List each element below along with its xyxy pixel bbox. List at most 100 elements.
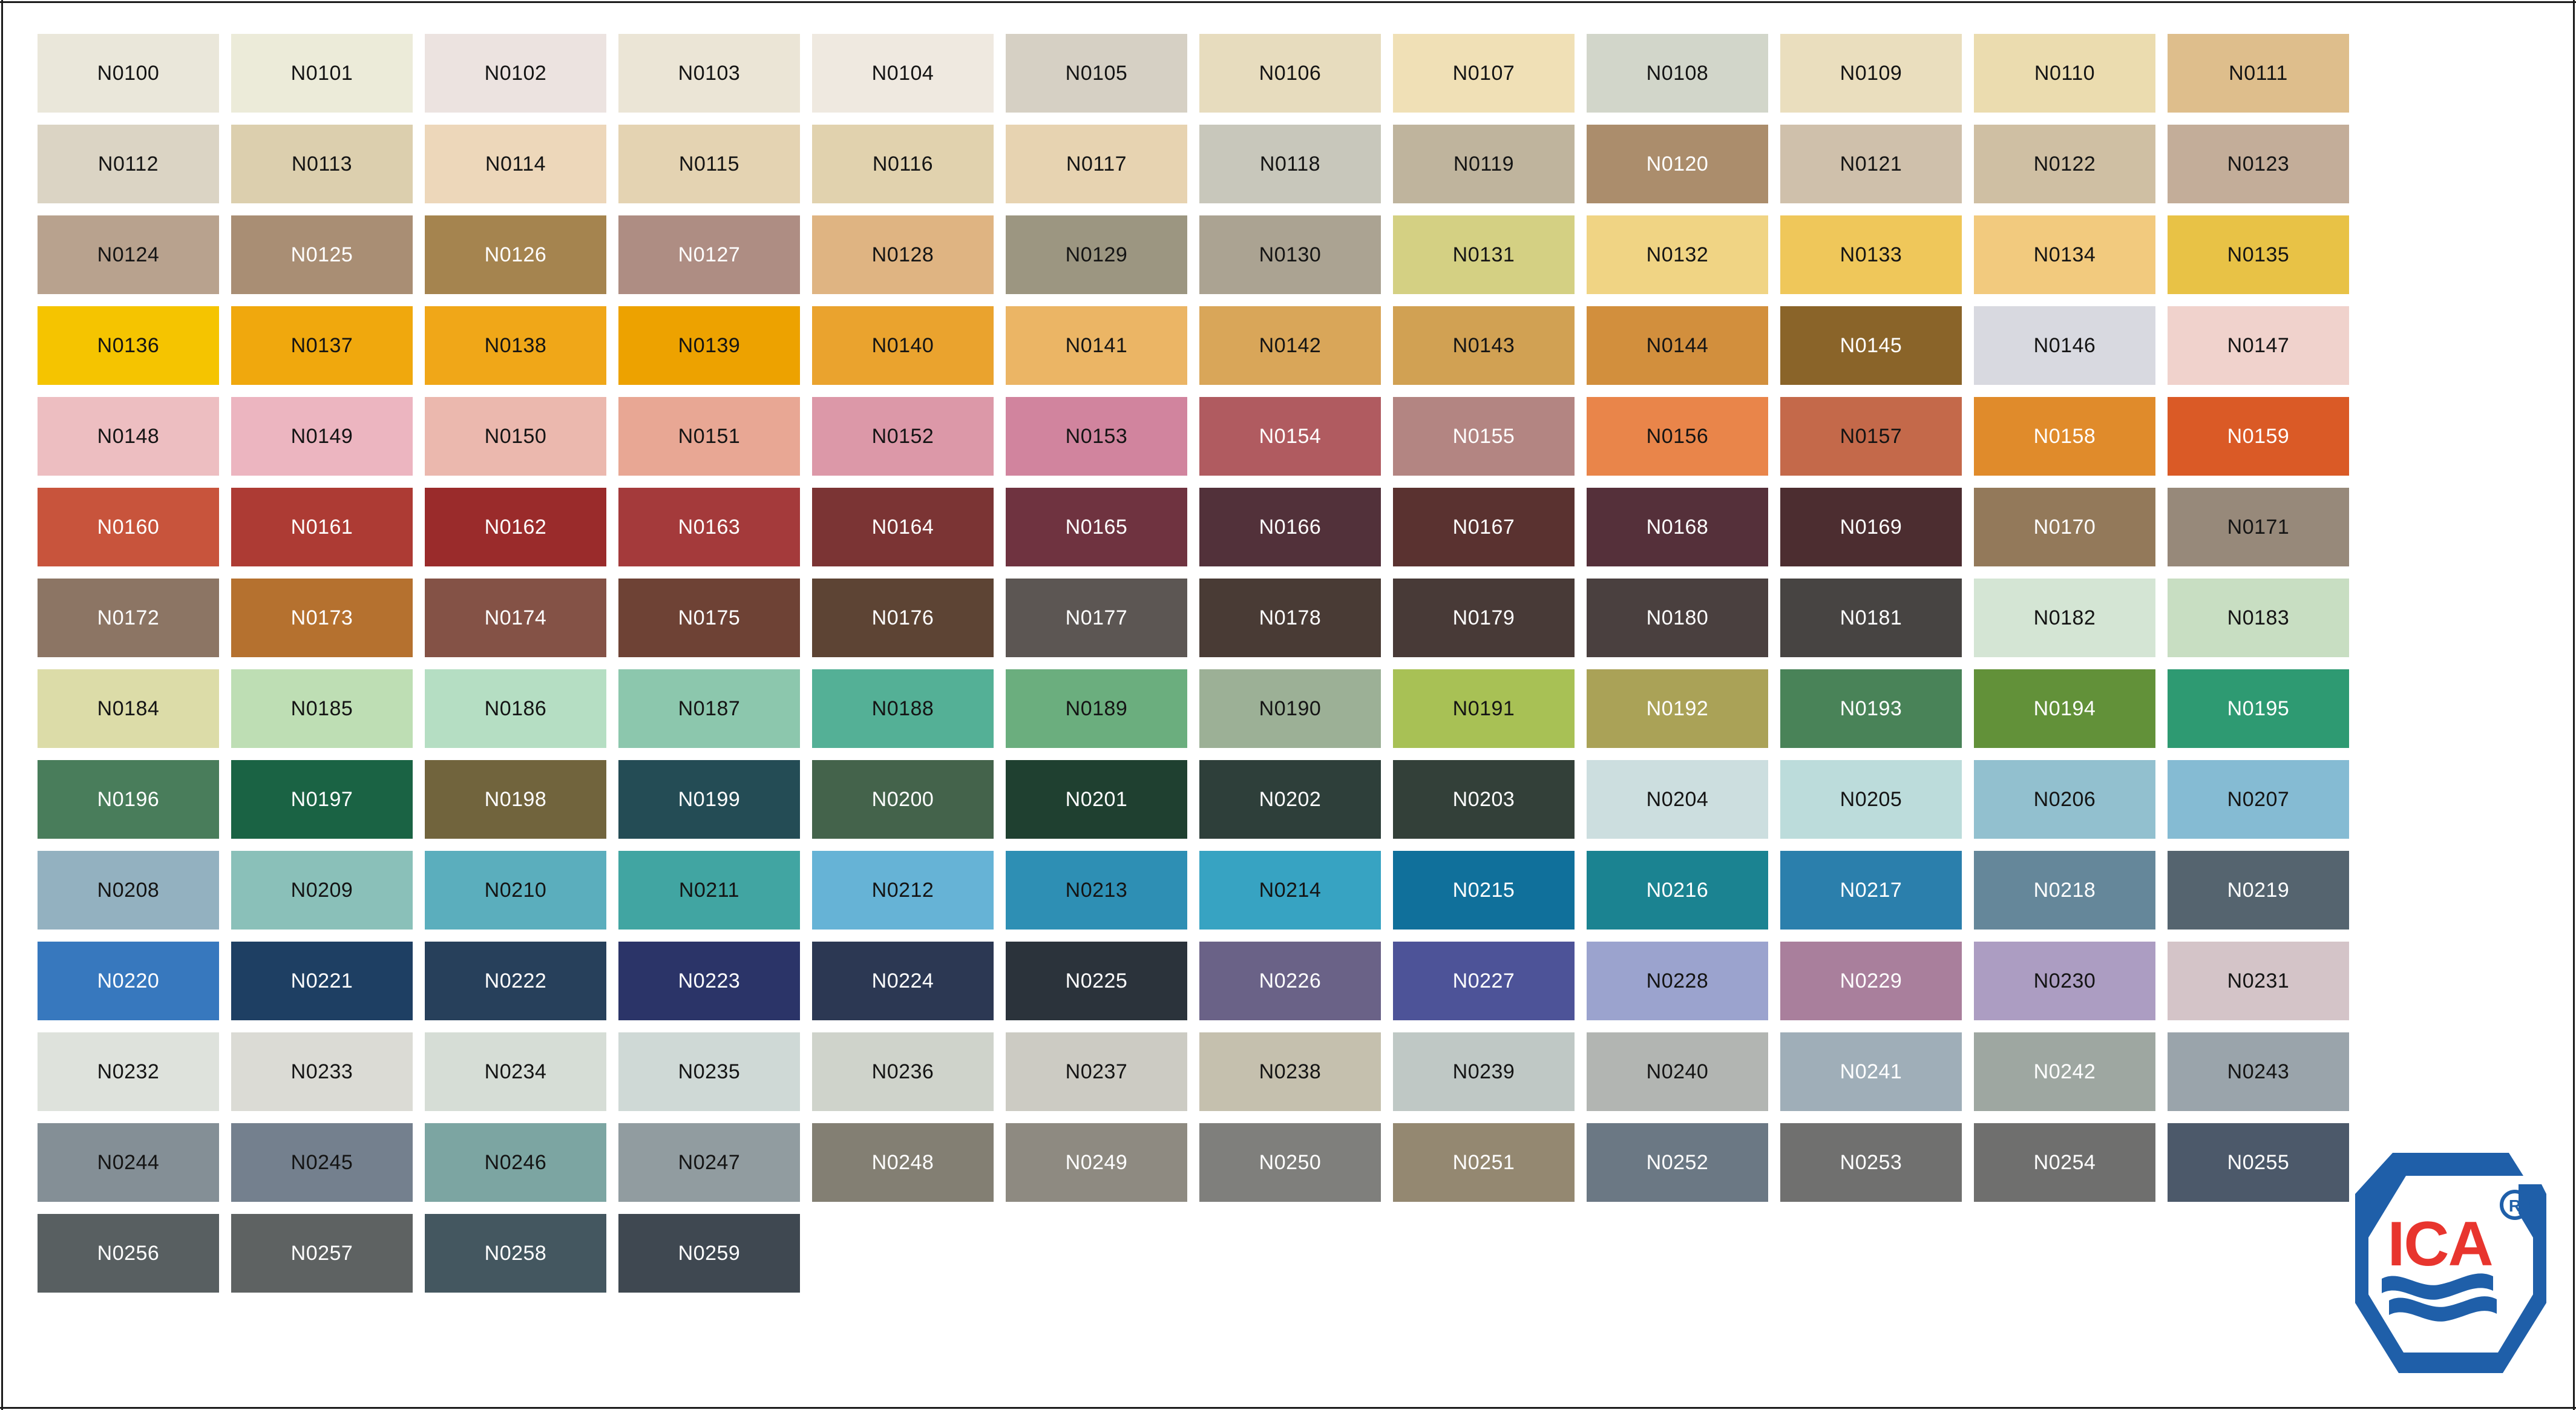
colour-swatch[interactable]: N0138	[425, 306, 606, 385]
colour-swatch[interactable]: N0227	[1393, 942, 1575, 1020]
colour-swatch[interactable]: N0122	[1974, 125, 2155, 203]
colour-swatch[interactable]: N0196	[38, 760, 219, 839]
colour-swatch[interactable]: N0243	[2168, 1032, 2349, 1111]
colour-swatch[interactable]: N0192	[1587, 669, 1768, 748]
colour-swatch[interactable]: N0183	[2168, 579, 2349, 657]
colour-swatch[interactable]: N0207	[2168, 760, 2349, 839]
colour-swatch[interactable]: N0104	[812, 34, 994, 113]
colour-swatch[interactable]: N0209	[231, 851, 413, 930]
colour-swatch[interactable]: N0258	[425, 1214, 606, 1293]
colour-swatch[interactable]: N0245	[231, 1123, 413, 1202]
colour-swatch[interactable]: N0216	[1587, 851, 1768, 930]
colour-swatch[interactable]: N0110	[1974, 34, 2155, 113]
colour-swatch[interactable]: N0215	[1393, 851, 1575, 930]
colour-swatch[interactable]: N0213	[1006, 851, 1187, 930]
colour-swatch[interactable]: N0169	[1780, 488, 1962, 566]
colour-swatch[interactable]: N0244	[38, 1123, 219, 1202]
colour-swatch[interactable]: N0175	[618, 579, 800, 657]
colour-swatch[interactable]: N0212	[812, 851, 994, 930]
colour-swatch[interactable]: N0198	[425, 760, 606, 839]
colour-swatch[interactable]: N0113	[231, 125, 413, 203]
colour-swatch[interactable]: N0171	[2168, 488, 2349, 566]
colour-swatch[interactable]: N0180	[1587, 579, 1768, 657]
colour-swatch[interactable]: N0252	[1587, 1123, 1768, 1202]
colour-swatch[interactable]: N0255	[2168, 1123, 2349, 1202]
colour-swatch[interactable]: N0257	[231, 1214, 413, 1293]
colour-swatch[interactable]: N0186	[425, 669, 606, 748]
colour-swatch[interactable]: N0191	[1393, 669, 1575, 748]
colour-swatch[interactable]: N0112	[38, 125, 219, 203]
colour-swatch[interactable]: N0204	[1587, 760, 1768, 839]
colour-swatch[interactable]: N0177	[1006, 579, 1187, 657]
colour-swatch[interactable]: N0239	[1393, 1032, 1575, 1111]
colour-swatch[interactable]: N0108	[1587, 34, 1768, 113]
colour-swatch[interactable]: N0129	[1006, 215, 1187, 294]
colour-swatch[interactable]: N0128	[812, 215, 994, 294]
colour-swatch[interactable]: N0172	[38, 579, 219, 657]
colour-swatch[interactable]: N0208	[38, 851, 219, 930]
colour-swatch[interactable]: N0167	[1393, 488, 1575, 566]
colour-swatch[interactable]: N0184	[38, 669, 219, 748]
colour-swatch[interactable]: N0254	[1974, 1123, 2155, 1202]
colour-swatch[interactable]: N0123	[2168, 125, 2349, 203]
colour-swatch[interactable]: N0238	[1199, 1032, 1381, 1111]
colour-swatch[interactable]: N0234	[425, 1032, 606, 1111]
colour-swatch[interactable]: N0218	[1974, 851, 2155, 930]
colour-swatch[interactable]: N0217	[1780, 851, 1962, 930]
colour-swatch[interactable]: N0225	[1006, 942, 1187, 1020]
colour-swatch[interactable]: N0188	[812, 669, 994, 748]
colour-swatch[interactable]: N0206	[1974, 760, 2155, 839]
colour-swatch[interactable]: N0182	[1974, 579, 2155, 657]
colour-swatch[interactable]: N0114	[425, 125, 606, 203]
colour-swatch[interactable]: N0163	[618, 488, 800, 566]
colour-swatch[interactable]: N0189	[1006, 669, 1187, 748]
colour-swatch[interactable]: N0231	[2168, 942, 2349, 1020]
colour-swatch[interactable]: N0236	[812, 1032, 994, 1111]
colour-swatch[interactable]: N0107	[1393, 34, 1575, 113]
colour-swatch[interactable]: N0168	[1587, 488, 1768, 566]
colour-swatch[interactable]: N0233	[231, 1032, 413, 1111]
colour-swatch[interactable]: N0253	[1780, 1123, 1962, 1202]
colour-swatch[interactable]: N0160	[38, 488, 219, 566]
colour-swatch[interactable]: N0109	[1780, 34, 1962, 113]
colour-swatch[interactable]: N0141	[1006, 306, 1187, 385]
colour-swatch[interactable]: N0142	[1199, 306, 1381, 385]
colour-swatch[interactable]: N0251	[1393, 1123, 1575, 1202]
colour-swatch[interactable]: N0232	[38, 1032, 219, 1111]
colour-swatch[interactable]: N0195	[2168, 669, 2349, 748]
colour-swatch[interactable]: N0197	[231, 760, 413, 839]
colour-swatch[interactable]: N0229	[1780, 942, 1962, 1020]
colour-swatch[interactable]: N0106	[1199, 34, 1381, 113]
colour-swatch[interactable]: N0162	[425, 488, 606, 566]
colour-swatch[interactable]: N0153	[1006, 397, 1187, 476]
colour-swatch[interactable]: N0156	[1587, 397, 1768, 476]
colour-swatch[interactable]: N0140	[812, 306, 994, 385]
colour-swatch[interactable]: N0119	[1393, 125, 1575, 203]
colour-swatch[interactable]: N0134	[1974, 215, 2155, 294]
colour-swatch[interactable]: N0151	[618, 397, 800, 476]
colour-swatch[interactable]: N0193	[1780, 669, 1962, 748]
colour-swatch[interactable]: N0120	[1587, 125, 1768, 203]
colour-swatch[interactable]: N0146	[1974, 306, 2155, 385]
colour-swatch[interactable]: N0248	[812, 1123, 994, 1202]
colour-swatch[interactable]: N0256	[38, 1214, 219, 1293]
colour-swatch[interactable]: N0199	[618, 760, 800, 839]
colour-swatch[interactable]: N0150	[425, 397, 606, 476]
colour-swatch[interactable]: N0147	[2168, 306, 2349, 385]
colour-swatch[interactable]: N0101	[231, 34, 413, 113]
colour-swatch[interactable]: N0181	[1780, 579, 1962, 657]
colour-swatch[interactable]: N0132	[1587, 215, 1768, 294]
colour-swatch[interactable]: N0118	[1199, 125, 1381, 203]
colour-swatch[interactable]: N0137	[231, 306, 413, 385]
colour-swatch[interactable]: N0143	[1393, 306, 1575, 385]
colour-swatch[interactable]: N0155	[1393, 397, 1575, 476]
colour-swatch[interactable]: N0176	[812, 579, 994, 657]
colour-swatch[interactable]: N0154	[1199, 397, 1381, 476]
colour-swatch[interactable]: N0179	[1393, 579, 1575, 657]
colour-swatch[interactable]: N0157	[1780, 397, 1962, 476]
colour-swatch[interactable]: N0133	[1780, 215, 1962, 294]
colour-swatch[interactable]: N0135	[2168, 215, 2349, 294]
colour-swatch[interactable]: N0246	[425, 1123, 606, 1202]
colour-swatch[interactable]: N0164	[812, 488, 994, 566]
colour-swatch[interactable]: N0136	[38, 306, 219, 385]
